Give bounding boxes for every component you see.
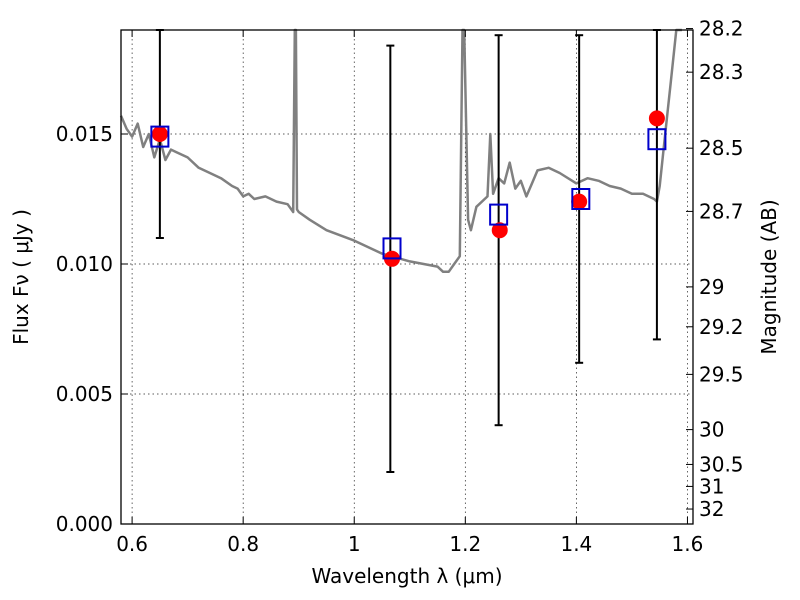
y-tick-label: 0.015	[56, 122, 113, 146]
observed-point	[648, 110, 665, 127]
model-point	[647, 128, 667, 151]
y2-tick-label: 28.3	[699, 60, 744, 84]
axis-ticks	[121, 28, 693, 525]
spectrum-line	[119, 28, 682, 274]
x-tick-label: 1.2	[449, 532, 481, 556]
model-point	[489, 203, 509, 226]
y2-tick-label: 28.2	[699, 17, 744, 41]
y2-tick-label: 30.5	[699, 452, 744, 476]
model-point	[150, 125, 170, 148]
y2-tick-label: 31	[699, 474, 724, 498]
y-tick-label: 0.005	[56, 382, 113, 406]
model-point	[382, 237, 402, 260]
y2-tick-label: 29	[699, 275, 724, 299]
y-tick-label: 0.010	[56, 252, 113, 276]
plot-area	[119, 28, 682, 473]
y2-tick-label: 29.5	[699, 362, 744, 386]
axis-tick-labels: 0.6 0.8 1 1.2 1.4 1.6 0.000 0.005 0.010 0.015 28.2…	[56, 17, 744, 556]
x-tick-label: 1.4	[560, 532, 592, 556]
y-axis-label: Flux Fν ( μJy )	[9, 209, 33, 345]
y2-tick-label: 29.2	[699, 315, 744, 339]
observed-point	[151, 126, 168, 142]
x-tick-label: 0.6	[116, 532, 148, 556]
x-tick-label: 1.6	[672, 532, 704, 556]
x-axis-label: Wavelength λ (μm)	[311, 564, 502, 588]
y2-tick-label: 28.5	[699, 136, 744, 160]
x-tick-label: 0.8	[227, 532, 259, 556]
y2-tick-label: 30	[699, 418, 724, 442]
grid-lines	[121, 30, 693, 524]
plot-frame	[120, 29, 694, 525]
observed-point	[571, 193, 588, 210]
y2-tick-label: 28.7	[699, 199, 744, 223]
observed-point	[491, 222, 508, 239]
model-point	[571, 188, 591, 210]
y2-axis-label: Magnitude (AB)	[757, 199, 781, 354]
x-tick-label: 1	[348, 532, 361, 556]
y2-tick-label: 32	[699, 497, 724, 521]
y-tick-label: 0.000	[56, 512, 113, 536]
